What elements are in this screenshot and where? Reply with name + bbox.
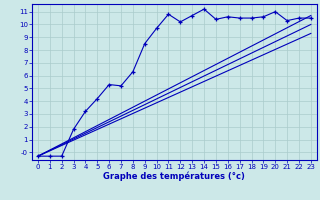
X-axis label: Graphe des températures (°c): Graphe des températures (°c) bbox=[103, 172, 245, 181]
